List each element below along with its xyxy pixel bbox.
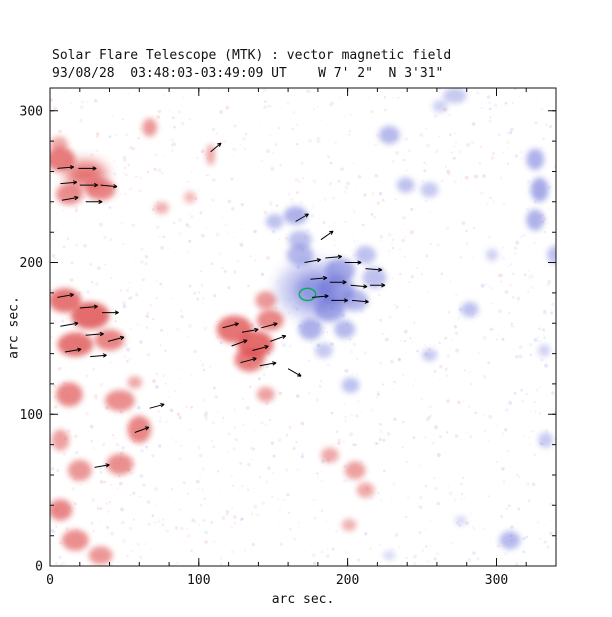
y-tick-label: 300 [20, 104, 43, 119]
field-vector [61, 195, 79, 201]
field-vector [85, 199, 103, 204]
y-tick-label: 200 [20, 256, 43, 271]
field-vector [329, 280, 347, 285]
field-vector [60, 321, 79, 327]
field-vector [287, 368, 302, 377]
field-vector [252, 345, 269, 351]
field-vector [320, 230, 334, 241]
y-tick-label: 100 [20, 408, 43, 423]
field-vector [57, 293, 74, 298]
field-vector [304, 258, 321, 263]
overlay-layer [57, 142, 386, 468]
plot-title: Solar Flare Telescope (MTK) : vector mag… [52, 48, 452, 63]
x-tick-label: 200 [336, 573, 359, 588]
y-tick-label: 0 [35, 560, 43, 575]
field-vector [370, 283, 386, 288]
field-vector [79, 304, 98, 309]
field-vector [231, 339, 248, 347]
field-vector [102, 310, 119, 315]
field-vector [261, 322, 278, 329]
field-vector [149, 403, 165, 409]
field-vector [259, 361, 277, 367]
field-vector [365, 267, 383, 272]
field-vector [240, 357, 257, 364]
flare-contour [298, 287, 317, 302]
field-vector [350, 284, 368, 289]
field-vector [85, 331, 104, 337]
field-vector [210, 142, 222, 153]
field-vector [107, 335, 125, 342]
field-vector [60, 180, 78, 185]
axis-layer: 0 100 200 300 0 100 200 300 [20, 87, 557, 588]
field-vector [270, 334, 287, 342]
field-vector [64, 347, 82, 353]
field-vector [78, 166, 97, 171]
plot-subtitle: 93/08/28 03:48:03-03:49:09 UT W 7' 2" N … [52, 66, 444, 81]
x-tick-label: 100 [187, 573, 210, 588]
field-vector [94, 463, 110, 468]
field-vector [310, 275, 328, 281]
field-vector [344, 260, 362, 265]
y-axis-label: arc sec. [6, 296, 22, 359]
field-vector [134, 426, 150, 433]
x-axis-label: arc sec. [271, 592, 335, 607]
field-vector [241, 327, 259, 333]
field-vector [295, 213, 309, 222]
field-vector [100, 184, 118, 189]
field-vector [57, 165, 75, 170]
field-vector [331, 298, 349, 303]
field-vector [222, 322, 239, 329]
field-vector [79, 182, 99, 188]
field-vector [90, 353, 107, 358]
x-tick-label: 0 [46, 573, 54, 588]
field-vector [311, 294, 329, 299]
field-vector [352, 299, 369, 304]
field-vector [325, 254, 343, 260]
x-tick-label: 300 [485, 573, 508, 588]
